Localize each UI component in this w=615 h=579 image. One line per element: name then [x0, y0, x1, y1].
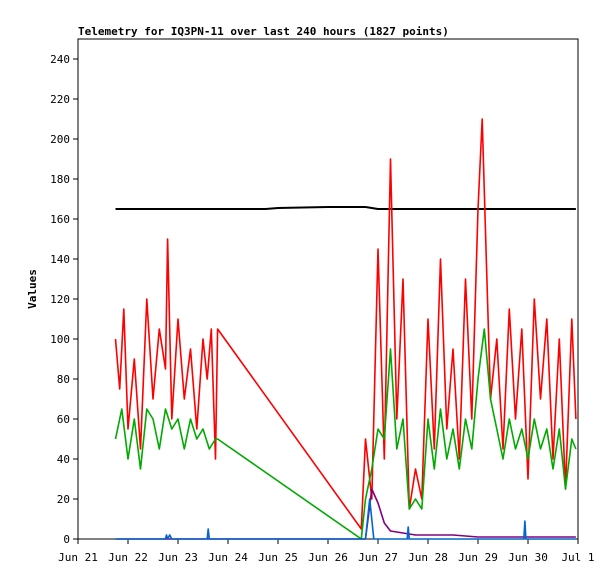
- y-tick-label: 0: [63, 533, 70, 546]
- x-tick-label: Jun 24: [208, 551, 248, 564]
- x-tick-label: Jun 22: [108, 551, 148, 564]
- x-axis: Jun 21 Jun 22 Jun 23 Jun 24 Jun 25 Jun 26 Jun …: [58, 539, 595, 564]
- y-axis-label: Values: [26, 269, 39, 309]
- x-tick-label: Jun 23: [158, 551, 198, 564]
- y-tick-label: 100: [50, 333, 70, 346]
- x-tick-label: Jun 30: [508, 551, 548, 564]
- series-line-0: [115, 206, 576, 210]
- plot-area-frame: [77, 38, 579, 540]
- y-tick-label: 180: [50, 173, 70, 186]
- y-tick-label: 60: [57, 413, 70, 426]
- series-layer: [114, 118, 577, 540]
- x-tick-label: Jul 1: [561, 551, 594, 564]
- x-tick-label: Jun 25: [258, 551, 298, 564]
- series-line-4: [115, 498, 576, 540]
- x-tick-label: Jun 28: [408, 551, 448, 564]
- chart-title: Telemetry for IQ3PN-11 over last 240 hou…: [78, 25, 449, 38]
- x-tick-label: Jun 21: [58, 551, 98, 564]
- y-tick-label: 240: [50, 53, 70, 66]
- y-tick-label: 120: [50, 293, 70, 306]
- y-tick-label: 40: [57, 453, 70, 466]
- x-tick-label: Jun 29: [458, 551, 498, 564]
- series-line-1: [114, 118, 577, 530]
- x-tick-label: Jun 26: [308, 551, 348, 564]
- y-axis: 0 20 40 60 80 100 120 140 160 180 200 220 240: [50, 53, 78, 546]
- series-line-2: [114, 328, 577, 540]
- y-tick-label: 80: [57, 373, 70, 386]
- series-line-3: [115, 488, 576, 540]
- y-tick-label: 140: [50, 253, 70, 266]
- y-tick-label: 200: [50, 133, 70, 146]
- y-tick-label: 20: [57, 493, 70, 506]
- x-tick-label: Jun 27: [358, 551, 398, 564]
- y-tick-label: 220: [50, 93, 70, 106]
- y-tick-label: 160: [50, 213, 70, 226]
